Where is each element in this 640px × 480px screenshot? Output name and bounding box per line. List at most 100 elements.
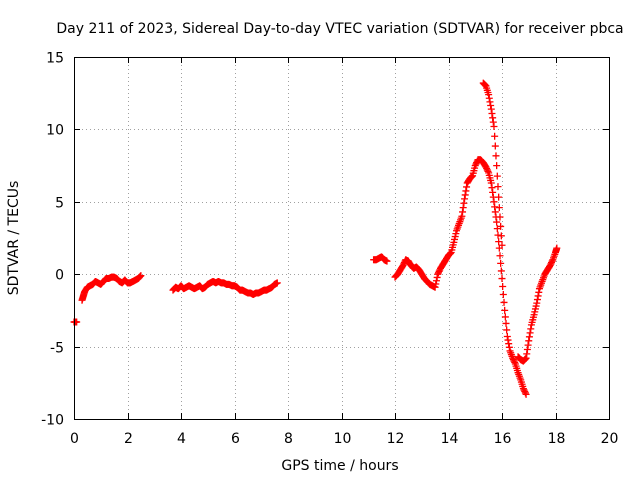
- data-point: [498, 275, 506, 283]
- data-point: [488, 109, 496, 117]
- data-points: [70, 79, 561, 398]
- x-tick-label: 14: [441, 431, 459, 447]
- data-point: [136, 273, 144, 281]
- x-tick-label: 4: [177, 431, 186, 447]
- data-point: [495, 204, 503, 212]
- data-point: [433, 273, 441, 281]
- y-tick-label: 10: [46, 123, 64, 139]
- data-point: [525, 337, 533, 345]
- data-point: [548, 257, 556, 265]
- data-point: [504, 336, 512, 344]
- data-point: [432, 277, 440, 285]
- data-point: [489, 114, 497, 122]
- data-point: [273, 279, 281, 287]
- series-segment-4: [370, 253, 391, 265]
- y-axis-label: SDTVAR / TECUs: [6, 181, 22, 296]
- x-tick-label: 0: [70, 431, 79, 447]
- data-point: [460, 199, 468, 207]
- data-point: [521, 389, 529, 397]
- series-segment-2: [78, 272, 145, 304]
- data-point: [491, 142, 499, 150]
- data-point: [431, 283, 439, 291]
- data-point: [487, 105, 495, 113]
- grid-lines: [74, 57, 609, 419]
- x-tick-label: 6: [231, 431, 240, 447]
- data-point: [526, 329, 534, 337]
- data-point: [521, 355, 529, 363]
- data-point: [505, 340, 513, 348]
- data-point: [459, 204, 467, 212]
- data-point: [505, 343, 513, 351]
- data-point: [484, 167, 492, 175]
- series-segment-7: [514, 244, 561, 365]
- y-tick-label: -10: [41, 413, 64, 429]
- data-point: [491, 203, 499, 211]
- data-point: [535, 288, 543, 296]
- data-point: [467, 173, 475, 181]
- data-point: [136, 272, 144, 280]
- data-point: [486, 98, 494, 106]
- data-point: [458, 212, 466, 220]
- data-point: [487, 102, 495, 110]
- data-point: [501, 306, 509, 314]
- data-point: [501, 313, 509, 321]
- series-segment-5: [391, 156, 530, 398]
- data-point: [489, 118, 497, 126]
- data-point: [500, 298, 508, 306]
- data-point: [493, 218, 501, 226]
- x-tick-label: 8: [284, 431, 293, 447]
- data-point: [494, 231, 502, 239]
- data-point: [525, 333, 533, 341]
- x-tick-label: 16: [494, 431, 512, 447]
- axis-ticks: 0 2 4 6 8 10 12 14 16 18 20 15 10 5 0 -5 -10: [41, 51, 618, 448]
- data-point: [497, 267, 505, 275]
- data-point: [502, 319, 510, 327]
- x-tick-label: 18: [548, 431, 566, 447]
- data-point: [499, 283, 507, 291]
- data-point: [490, 198, 498, 206]
- data-point: [494, 183, 502, 191]
- series-segment-1: [70, 318, 81, 326]
- data-point: [447, 249, 455, 257]
- x-tick-label: 20: [601, 431, 619, 447]
- data-point: [503, 326, 511, 334]
- data-point: [533, 296, 541, 304]
- chart-title: Day 211 of 2023, Sidereal Day-to-day VTE…: [56, 21, 623, 37]
- data-point: [523, 350, 531, 358]
- data-point: [497, 259, 505, 267]
- x-tick-label: 10: [334, 431, 352, 447]
- data-point: [524, 341, 532, 349]
- data-point: [485, 91, 493, 99]
- data-point: [462, 187, 470, 195]
- y-tick-label: 15: [46, 51, 64, 67]
- data-point: [485, 94, 493, 102]
- series-segment-6: [479, 79, 506, 249]
- data-point: [459, 208, 467, 216]
- data-point: [493, 162, 501, 170]
- data-point: [499, 290, 507, 298]
- data-point: [461, 191, 469, 199]
- data-point: [497, 232, 505, 240]
- data-point: [533, 299, 541, 307]
- data-point: [534, 292, 542, 300]
- series-segment-3: [169, 277, 281, 298]
- data-point: [461, 195, 469, 203]
- data-point: [498, 241, 506, 249]
- data-point: [432, 280, 440, 288]
- data-point: [489, 188, 497, 196]
- data-point: [496, 213, 504, 221]
- data-point: [487, 179, 495, 187]
- data-point: [137, 272, 145, 280]
- y-tick-label: 5: [55, 196, 64, 212]
- data-point: [497, 222, 505, 230]
- data-point: [490, 123, 498, 131]
- data-point: [491, 132, 499, 140]
- y-tick-label: 0: [55, 268, 64, 284]
- y-tick-label: -5: [50, 341, 64, 357]
- data-point: [446, 250, 454, 258]
- data-point: [511, 359, 519, 367]
- data-point: [468, 172, 476, 180]
- data-point: [503, 332, 511, 340]
- data-point: [523, 345, 531, 353]
